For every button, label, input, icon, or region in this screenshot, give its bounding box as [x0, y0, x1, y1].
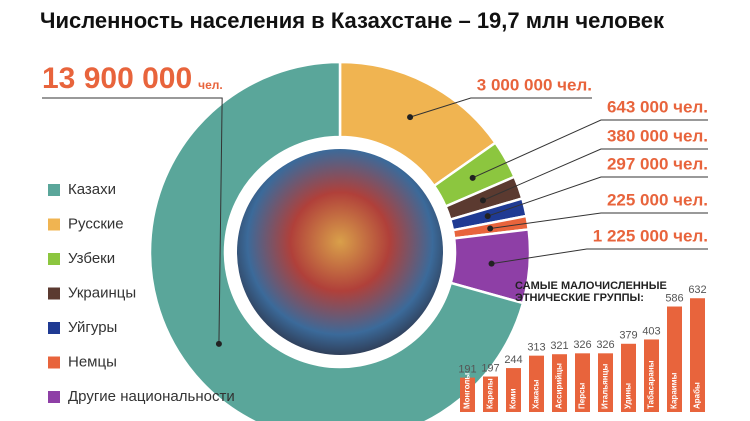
leader-dot: [479, 197, 486, 204]
leader-dot: [488, 260, 495, 267]
leader-line: [409, 97, 592, 118]
bar-category-label: Караимы: [670, 372, 679, 409]
bar-category-label: Ассирийцы: [555, 363, 564, 409]
segment-label: 13 900 000: [42, 62, 192, 95]
chart-title: Численность населения в Казахстане – 19,…: [40, 8, 665, 33]
bar-value-label: 321: [550, 340, 568, 352]
photo: [237, 149, 443, 355]
legend-text: Другие национальности: [68, 388, 235, 405]
leader-dot: [469, 174, 476, 181]
bar-value-label: 379: [619, 330, 637, 342]
segment-label: 3 000 000 чел.: [477, 75, 592, 94]
segment-label: 643 000 чел.: [607, 97, 708, 116]
bar-category-label: Коми: [509, 388, 518, 409]
legend-text: Русские: [68, 215, 124, 232]
leader-dot: [407, 114, 414, 121]
bar-value-label: 313: [527, 342, 545, 354]
bar-category-label: Удины: [624, 383, 633, 409]
legend-swatch: [48, 287, 60, 300]
legend-swatch: [48, 356, 60, 369]
bar-value-label: 197: [481, 362, 499, 374]
legend-text: Немцы: [68, 353, 117, 370]
leader-dot: [215, 340, 222, 347]
leader-line: [490, 212, 708, 230]
bar-value-label: 326: [573, 339, 591, 351]
legend-swatch: [48, 184, 60, 196]
segment-label: 297 000 чел.: [607, 154, 708, 173]
bar: [644, 339, 659, 412]
bar-value-label: 632: [688, 284, 706, 296]
bar: [529, 355, 544, 412]
leader-line: [472, 119, 708, 179]
bar: [690, 298, 705, 412]
bar-category-label: Арабы: [693, 382, 702, 409]
legend-swatch: [48, 391, 60, 403]
bar-category-label: Карелы: [486, 378, 495, 409]
segment-label: 1 225 000 чел.: [593, 226, 708, 245]
bar: [667, 306, 682, 412]
bar-value-label: 326: [596, 339, 614, 351]
bar: [506, 368, 521, 412]
segment-label: 225 000 чел.: [607, 190, 708, 209]
bar-value-label: 191: [458, 364, 476, 376]
bar: [552, 354, 567, 412]
legend-text: Узбеки: [68, 250, 115, 267]
leader-dot: [484, 213, 491, 220]
bar-category-label: Табасараны: [647, 360, 656, 409]
leader-line: [482, 148, 708, 201]
bar: [621, 343, 636, 412]
bar: [575, 353, 590, 412]
leader-dot: [487, 225, 494, 232]
legend-text: Казахи: [68, 181, 116, 198]
bar-category-label: Персы: [578, 382, 587, 409]
bar-value-label: 403: [642, 325, 660, 337]
bar: [598, 353, 613, 412]
bar-value-label: 244: [504, 354, 522, 366]
bar-title: ЭТНИЧЕСКИЕ ГРУППЫ:: [515, 292, 644, 304]
leader-line: [491, 248, 708, 265]
segment-label-unit: чел.: [198, 78, 223, 92]
segment-label: 380 000 чел.: [607, 126, 708, 145]
bar-category-label: Итальянцы: [601, 363, 610, 409]
bar-category-label: Хакасы: [532, 379, 541, 409]
legend-text: Уйгуры: [68, 319, 117, 336]
donut-segment: [148, 60, 525, 421]
legend-text: Украинцы: [68, 284, 136, 301]
leader-line: [42, 97, 223, 344]
bar-title: САМЫЕ МАЛОЧИСЛЕННЫЕ: [515, 280, 667, 292]
legend-swatch: [48, 253, 60, 265]
bar: [483, 376, 498, 412]
bar-value-label: 586: [665, 292, 683, 304]
leader-line: [487, 176, 708, 217]
legend-swatch: [48, 218, 60, 231]
bar: [460, 377, 475, 412]
legend-swatch: [48, 322, 60, 334]
bar-category-label: Монголы: [463, 373, 472, 409]
